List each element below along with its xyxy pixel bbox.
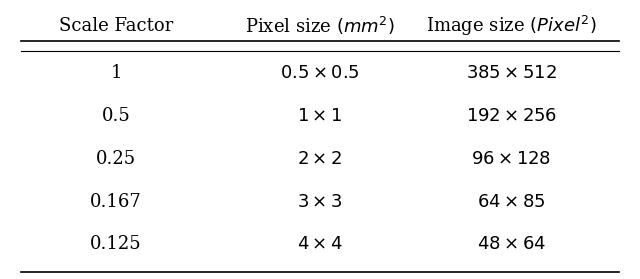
Text: Scale Factor: Scale Factor: [59, 17, 173, 35]
Text: 1: 1: [110, 64, 122, 82]
Text: $96 \times 128$: $96 \times 128$: [471, 150, 551, 168]
Text: $2 \times 2$: $2 \times 2$: [298, 150, 342, 168]
Text: $48 \times 64$: $48 \times 64$: [477, 235, 546, 253]
Text: $3 \times 3$: $3 \times 3$: [297, 193, 343, 211]
Text: 0.167: 0.167: [90, 193, 142, 211]
Text: 0.125: 0.125: [90, 235, 142, 253]
Text: $64 \times 85$: $64 \times 85$: [477, 193, 545, 211]
Text: Pixel size $(mm^{2})$: Pixel size $(mm^{2})$: [245, 15, 395, 37]
Text: $0.5 \times 0.5$: $0.5 \times 0.5$: [280, 64, 360, 82]
Text: 0.5: 0.5: [102, 107, 131, 125]
Text: $385 \times 512$: $385 \times 512$: [466, 64, 557, 82]
Text: 0.25: 0.25: [96, 150, 136, 168]
Text: Image size $(Pixel^{2})$: Image size $(Pixel^{2})$: [426, 14, 596, 38]
Text: $1 \times 1$: $1 \times 1$: [298, 107, 342, 125]
Text: $192 \times 256$: $192 \times 256$: [465, 107, 557, 125]
Text: $4 \times 4$: $4 \times 4$: [297, 235, 343, 253]
